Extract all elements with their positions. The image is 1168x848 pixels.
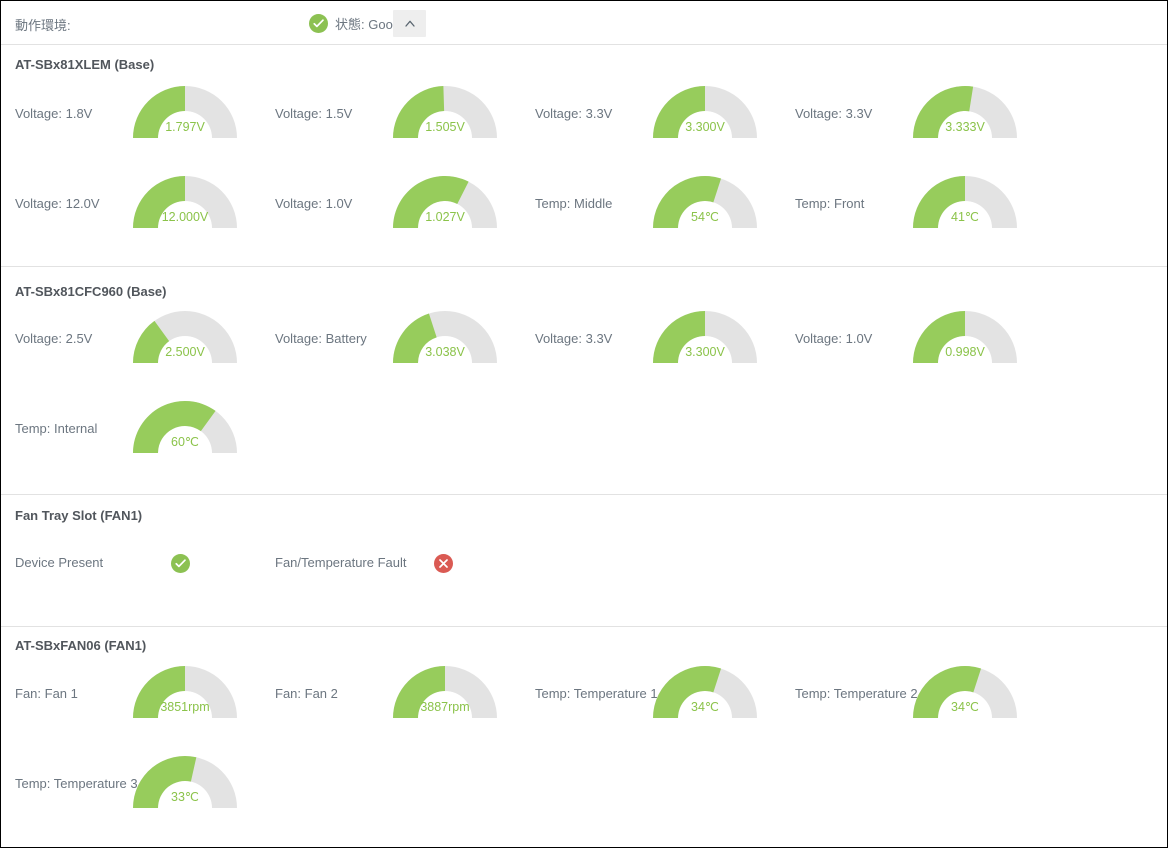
svg-text:2.500V: 2.500V <box>165 345 205 359</box>
svg-text:34℃: 34℃ <box>951 700 979 714</box>
svg-text:33℃: 33℃ <box>171 790 199 804</box>
svg-text:12.000V: 12.000V <box>162 210 209 224</box>
svg-text:1.027V: 1.027V <box>425 210 465 224</box>
svg-text:54℃: 54℃ <box>691 210 719 224</box>
svg-text:3.300V: 3.300V <box>685 120 725 134</box>
svg-text:1.797V: 1.797V <box>165 120 205 134</box>
svg-text:3.038V: 3.038V <box>425 345 465 359</box>
svg-text:0.998V: 0.998V <box>945 345 985 359</box>
svg-text:41℃: 41℃ <box>951 210 979 224</box>
svg-text:3851rpm: 3851rpm <box>160 700 209 714</box>
svg-text:1.505V: 1.505V <box>425 120 465 134</box>
svg-text:60℃: 60℃ <box>171 435 199 449</box>
svg-text:34℃: 34℃ <box>691 700 719 714</box>
svg-text:3.333V: 3.333V <box>945 120 985 134</box>
svg-text:3.300V: 3.300V <box>685 345 725 359</box>
svg-text:3887rpm: 3887rpm <box>420 700 469 714</box>
